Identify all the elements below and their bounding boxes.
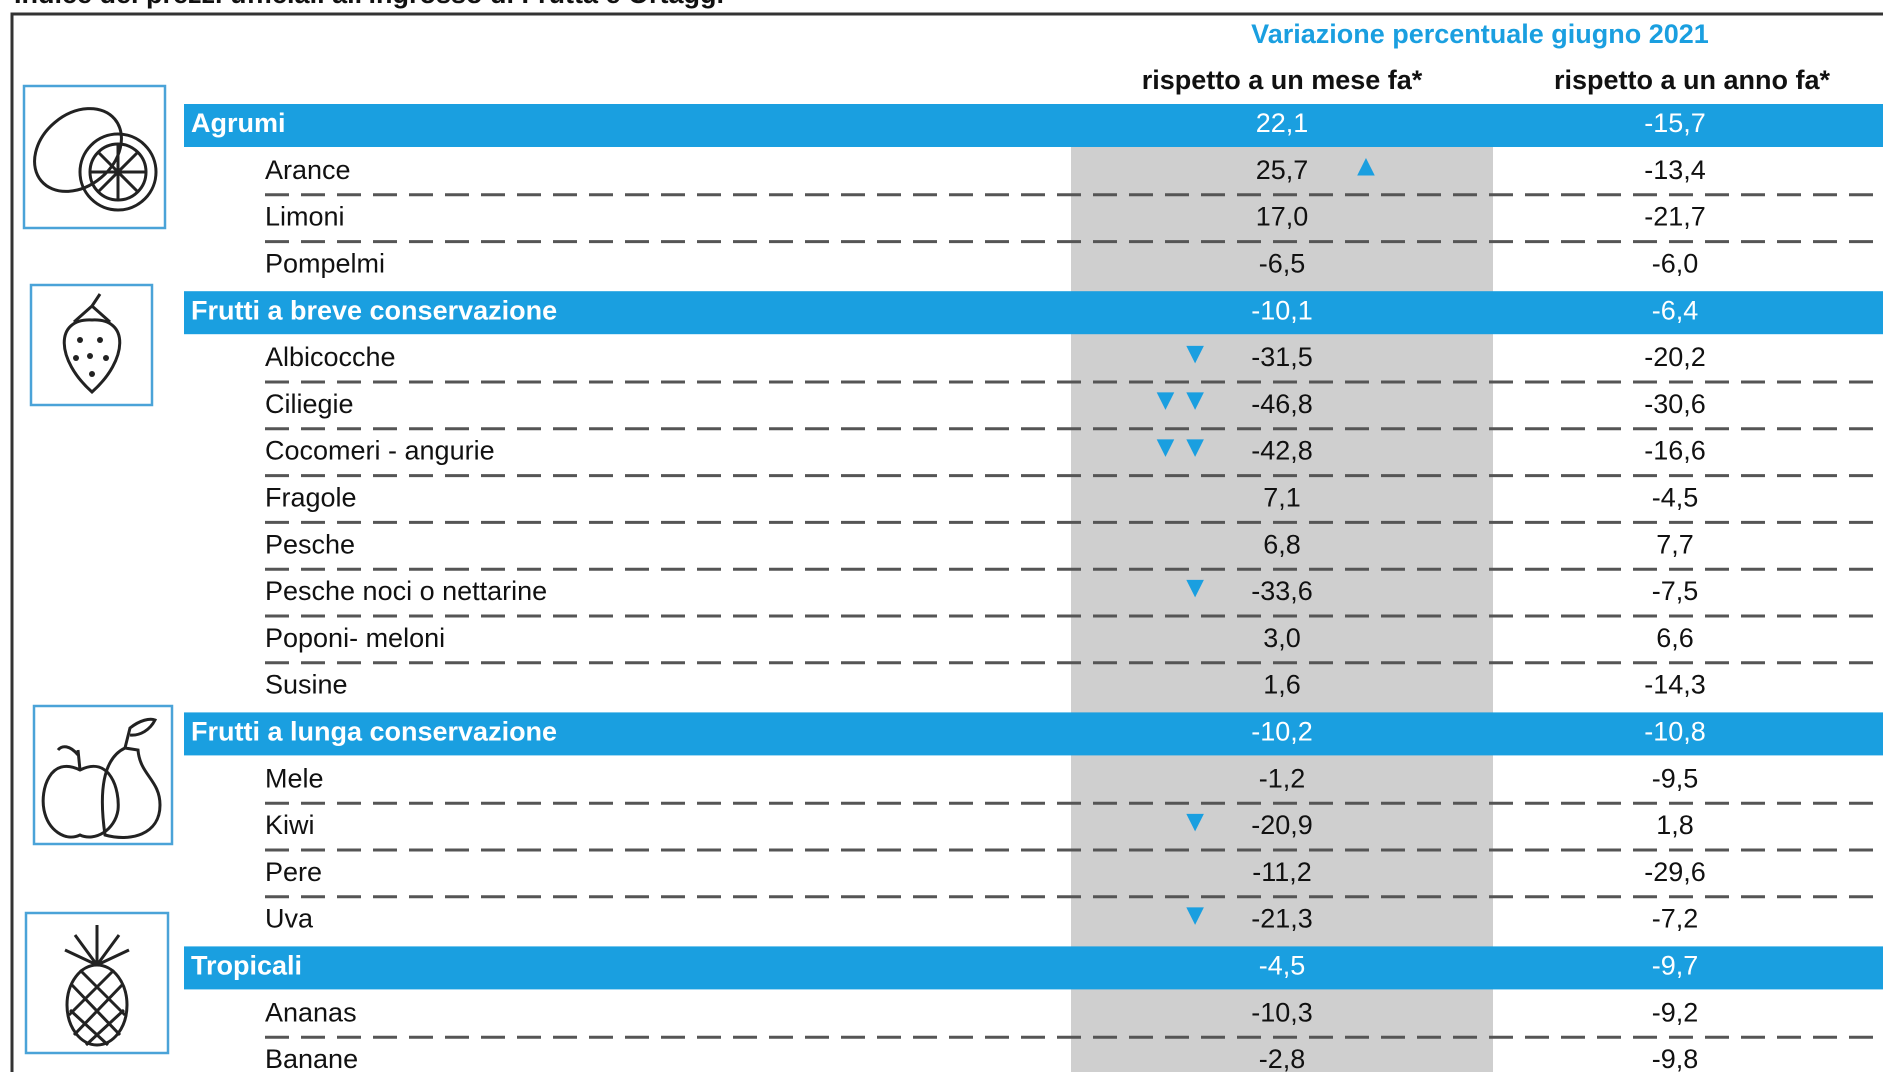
group-bar xyxy=(184,104,1883,147)
item-name: Banane xyxy=(265,1044,358,1072)
item-name: Arance xyxy=(265,155,351,185)
item-name: Albicocche xyxy=(265,342,396,372)
item-year: -9,5 xyxy=(1652,763,1699,793)
item-month: -11,2 xyxy=(1252,857,1312,887)
item-name: Ciliegie xyxy=(265,389,354,419)
frame xyxy=(10,12,1883,1072)
item-month: -33,6 xyxy=(1251,576,1313,606)
item-month: -46,8 xyxy=(1251,389,1313,419)
item-name: Kiwi xyxy=(265,810,315,840)
group-name: Agrumi xyxy=(191,108,286,138)
item-name: Pesche noci o nettarine xyxy=(265,576,547,606)
item-year: 6,6 xyxy=(1656,623,1694,653)
item-name: Ananas xyxy=(265,997,357,1027)
item-month: 1,6 xyxy=(1263,670,1301,700)
group-month: -4,5 xyxy=(1259,951,1306,981)
item-name: Susine xyxy=(265,670,348,700)
item-year: -4,5 xyxy=(1652,483,1699,513)
group-month: -10,1 xyxy=(1251,295,1313,325)
item-year: 7,7 xyxy=(1656,529,1694,559)
item-month: -1,2 xyxy=(1259,763,1306,793)
rows: Agrumi 22,1 -15,7 Arance 25,7 -13,4 ▲ Limoni 17,… xyxy=(184,104,1883,1072)
item-year: -9,8 xyxy=(1652,1044,1699,1072)
item-year: -9,2 xyxy=(1652,997,1699,1027)
group-year: -9,7 xyxy=(1652,951,1699,981)
item-year: -29,6 xyxy=(1644,857,1706,887)
item-name: Cocomeri - angurie xyxy=(265,436,495,466)
trend-arrow: ▼ xyxy=(1180,337,1210,370)
item-name: Fragole xyxy=(265,483,357,513)
item-month: -31,5 xyxy=(1251,342,1313,372)
item-name: Mele xyxy=(265,763,324,793)
group-year: -10,8 xyxy=(1644,717,1706,747)
group-month: -10,2 xyxy=(1251,717,1313,747)
item-name: Pompelmi xyxy=(265,249,385,279)
group-bar xyxy=(184,712,1883,756)
group-bar xyxy=(184,946,1883,990)
strawberry-icon xyxy=(29,283,154,407)
group-name: Tropicali xyxy=(191,951,302,981)
group-month: 22,1 xyxy=(1256,108,1309,138)
group-year: -15,7 xyxy=(1644,108,1706,138)
item-month: 25,7 xyxy=(1256,155,1309,185)
group-name: Frutti a lunga conservazione xyxy=(191,717,557,747)
item-month: -10,3 xyxy=(1251,997,1313,1027)
item-year: -16,6 xyxy=(1644,436,1706,466)
page-title: Indice dei prezzi ufficiali all'ingrosso… xyxy=(14,0,724,9)
column-header: rispetto a un mese fa* xyxy=(1142,65,1423,95)
item-year: -7,2 xyxy=(1652,904,1699,934)
item-name: Uva xyxy=(265,904,314,934)
column-header: rispetto a un anno fa* xyxy=(1554,65,1831,95)
item-name: Pesche xyxy=(265,529,355,559)
group-year: -6,4 xyxy=(1652,295,1699,325)
item-year: -30,6 xyxy=(1644,389,1706,419)
item-name: Poponi- meloni xyxy=(265,623,445,653)
item-month: 6,8 xyxy=(1263,529,1301,559)
trend-arrow: ▼▼ xyxy=(1151,384,1210,417)
item-month: -20,9 xyxy=(1251,810,1313,840)
item-year: -14,3 xyxy=(1644,670,1706,700)
item-year: -7,5 xyxy=(1652,576,1699,606)
item-name: Pere xyxy=(265,857,322,887)
item-year: -21,7 xyxy=(1644,202,1706,232)
item-year: 1,8 xyxy=(1656,810,1694,840)
item-month: -6,5 xyxy=(1259,249,1306,279)
apple-pear-icon xyxy=(32,704,174,846)
group-bar xyxy=(184,291,1883,335)
item-year: -20,2 xyxy=(1644,342,1706,372)
item-month: 3,0 xyxy=(1263,623,1301,653)
group-name: Frutti a breve conservazione xyxy=(191,295,557,325)
lemon-icon xyxy=(22,84,167,230)
trend-arrow: ▼ xyxy=(1180,899,1210,932)
item-year: -13,4 xyxy=(1644,155,1706,185)
pineapple-icon xyxy=(24,911,170,1055)
item-month: -21,3 xyxy=(1251,904,1313,934)
trend-arrow: ▼▼ xyxy=(1151,431,1210,464)
group-title: Variazione percentuale giugno 2021 xyxy=(1251,19,1709,49)
item-name: Limoni xyxy=(265,202,345,232)
item-year: -6,0 xyxy=(1652,249,1699,279)
item-month: -2,8 xyxy=(1259,1044,1306,1072)
trend-arrow: ▲ xyxy=(1351,150,1381,183)
item-month: 17,0 xyxy=(1256,202,1309,232)
trend-arrow: ▼ xyxy=(1180,805,1210,838)
item-month: -42,8 xyxy=(1251,436,1313,466)
trend-arrow: ▼ xyxy=(1180,571,1210,604)
item-month: 7,1 xyxy=(1263,483,1301,513)
